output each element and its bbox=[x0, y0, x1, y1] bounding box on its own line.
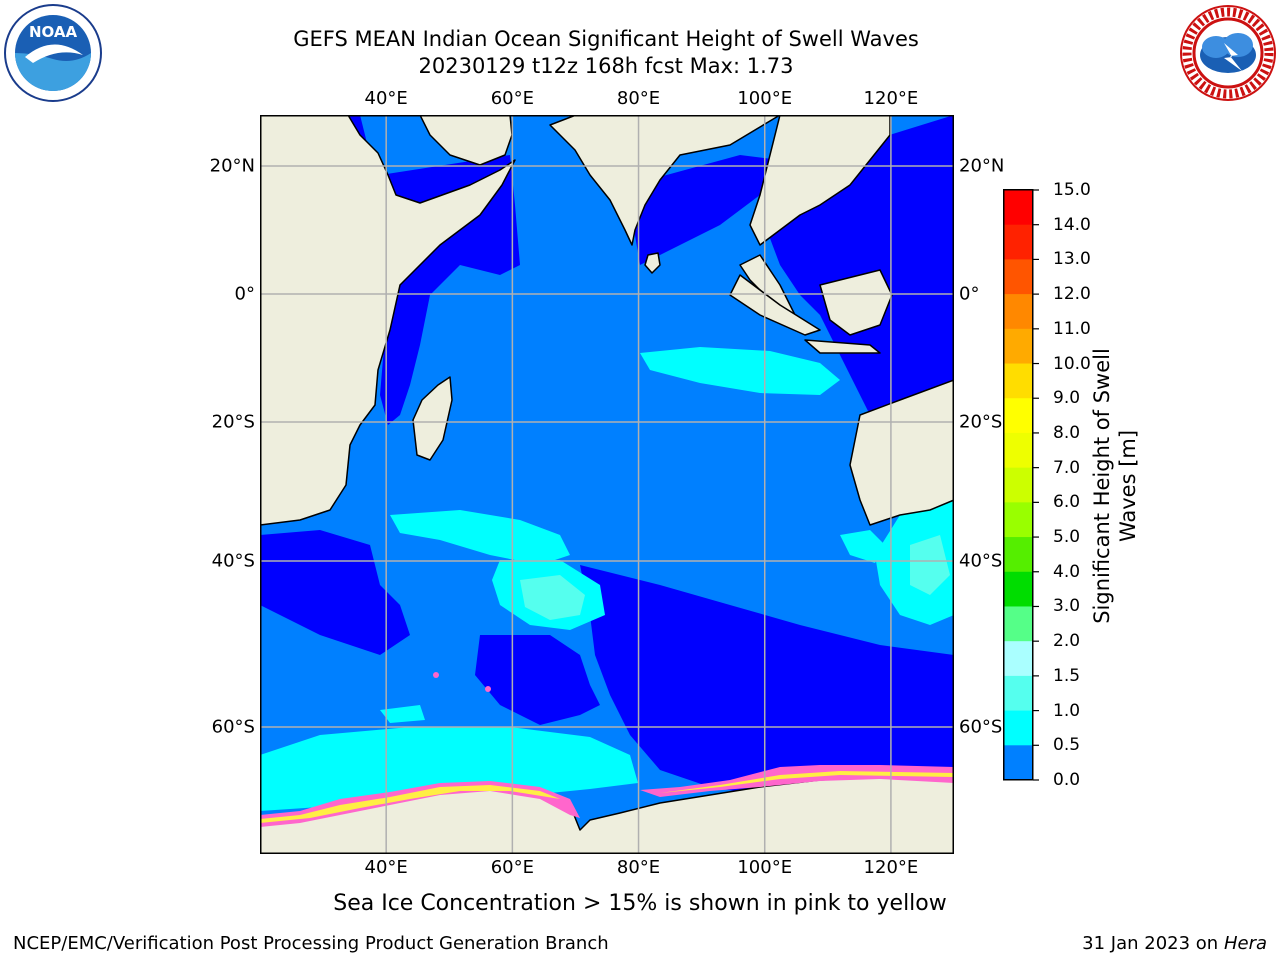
colorbar-bin bbox=[1004, 224, 1032, 260]
colorbar-tick-label: 0.5 bbox=[1053, 735, 1081, 756]
lat-label-left: 20°N bbox=[209, 155, 255, 177]
colorbar-bin bbox=[1004, 710, 1032, 746]
colorbar-tick-label: 1.0 bbox=[1053, 700, 1081, 721]
colorbar-bin bbox=[1004, 294, 1032, 330]
lon-label-bottom: 120°E bbox=[863, 857, 919, 878]
colorbar-bin bbox=[1004, 190, 1032, 226]
lat-label-right: 20°N bbox=[959, 155, 1005, 177]
map-border bbox=[260, 115, 954, 854]
colorbar-tick-label: 13.0 bbox=[1053, 249, 1091, 270]
colorbar-tick-label: 8.0 bbox=[1053, 422, 1081, 443]
colorbar-tick-label: 9.0 bbox=[1053, 388, 1081, 409]
footer-machine: Hera bbox=[1223, 933, 1267, 954]
lon-label-top: 120°E bbox=[863, 88, 919, 109]
colorbar-tick-label: 2.0 bbox=[1053, 631, 1081, 652]
colorbar-bin bbox=[1004, 467, 1032, 503]
colorbar-tick-label: 3.0 bbox=[1053, 596, 1081, 617]
lon-label-bottom: 100°E bbox=[737, 857, 793, 878]
colorbar-bin bbox=[1004, 606, 1032, 642]
sea-ice-note: Sea Ice Concentration > 15% is shown in … bbox=[333, 891, 947, 916]
noaa-logo: NOAA bbox=[4, 4, 102, 102]
colorbar-bin bbox=[1004, 571, 1032, 607]
colorbar-tick-label: 10.0 bbox=[1053, 353, 1091, 374]
colorbar-bin bbox=[1004, 675, 1032, 712]
colorbar-title: Significant Height of Swell Waves [m] bbox=[1089, 348, 1141, 624]
lon-label-top: 60°E bbox=[490, 88, 534, 109]
colorbar-tick-label: 1.5 bbox=[1053, 665, 1081, 686]
colorbar-title-line1: Significant Height of Swell bbox=[1090, 348, 1114, 624]
nws-logo bbox=[1180, 5, 1276, 101]
colorbar bbox=[1003, 189, 1039, 781]
colorbar-bin bbox=[1004, 745, 1032, 781]
footer-credit: NCEP/EMC/Verification Post Processing Pr… bbox=[13, 933, 609, 954]
lon-label-top: 100°E bbox=[737, 88, 793, 109]
sea-ice bbox=[260, 672, 954, 827]
map-panel bbox=[260, 115, 954, 854]
noaa-logo-text: NOAA bbox=[29, 23, 78, 41]
graticule bbox=[260, 115, 954, 854]
colorbar-bin bbox=[1004, 328, 1032, 365]
footer-date: 31 Jan 2023 on Hera bbox=[1082, 933, 1267, 954]
lat-label-right: 40°S bbox=[959, 550, 1003, 572]
colorbar-bin bbox=[1004, 432, 1032, 469]
lat-label-left: 40°S bbox=[211, 550, 255, 572]
colorbar-tick-label: 5.0 bbox=[1053, 527, 1081, 548]
colorbar-tick-label: 15.0 bbox=[1053, 180, 1091, 200]
map-title: GEFS MEAN Indian Ocean Significant Heigh… bbox=[293, 27, 919, 51]
colorbar-title-line2: Waves [m] bbox=[1116, 429, 1140, 543]
colorbar-tick-label: 6.0 bbox=[1053, 492, 1081, 513]
colorbar-tick-label: 14.0 bbox=[1053, 214, 1091, 235]
colorbar-bin bbox=[1004, 363, 1032, 399]
colorbar-bin bbox=[1004, 398, 1032, 434]
colorbar-bin bbox=[1004, 641, 1032, 677]
swell-bin-1.5-2.0 bbox=[520, 535, 950, 620]
lat-label-left: 0° bbox=[234, 283, 255, 305]
map-subtitle: 20230129 t12z 168h fcst Max: 1.73 bbox=[418, 54, 794, 78]
colorbar-bin bbox=[1004, 502, 1032, 538]
lon-label-bottom: 80°E bbox=[616, 857, 661, 878]
colorbar-bin bbox=[1004, 537, 1032, 573]
lon-label-top: 80°E bbox=[616, 88, 661, 109]
lat-label-left: 20°S bbox=[211, 411, 255, 433]
lat-label-right: 20°S bbox=[959, 411, 1003, 433]
colorbar-tick-label: 0.0 bbox=[1053, 770, 1081, 790]
lon-label-top: 40°E bbox=[364, 88, 408, 109]
colorbar-tick-label: 7.0 bbox=[1053, 457, 1081, 478]
lat-label-right: 60°S bbox=[959, 716, 1003, 738]
colorbar-tick-label: 4.0 bbox=[1053, 561, 1081, 582]
lat-label-left: 60°S bbox=[211, 716, 255, 738]
colorbar-bin bbox=[1004, 259, 1032, 295]
lat-label-right: 0° bbox=[959, 283, 980, 305]
lon-label-bottom: 60°E bbox=[490, 857, 534, 878]
colorbar-tick-label: 12.0 bbox=[1053, 284, 1091, 305]
lon-label-bottom: 40°E bbox=[364, 857, 408, 878]
colorbar-tick-label: 11.0 bbox=[1053, 318, 1091, 339]
footer-date-text: 31 Jan 2023 on bbox=[1082, 933, 1224, 954]
